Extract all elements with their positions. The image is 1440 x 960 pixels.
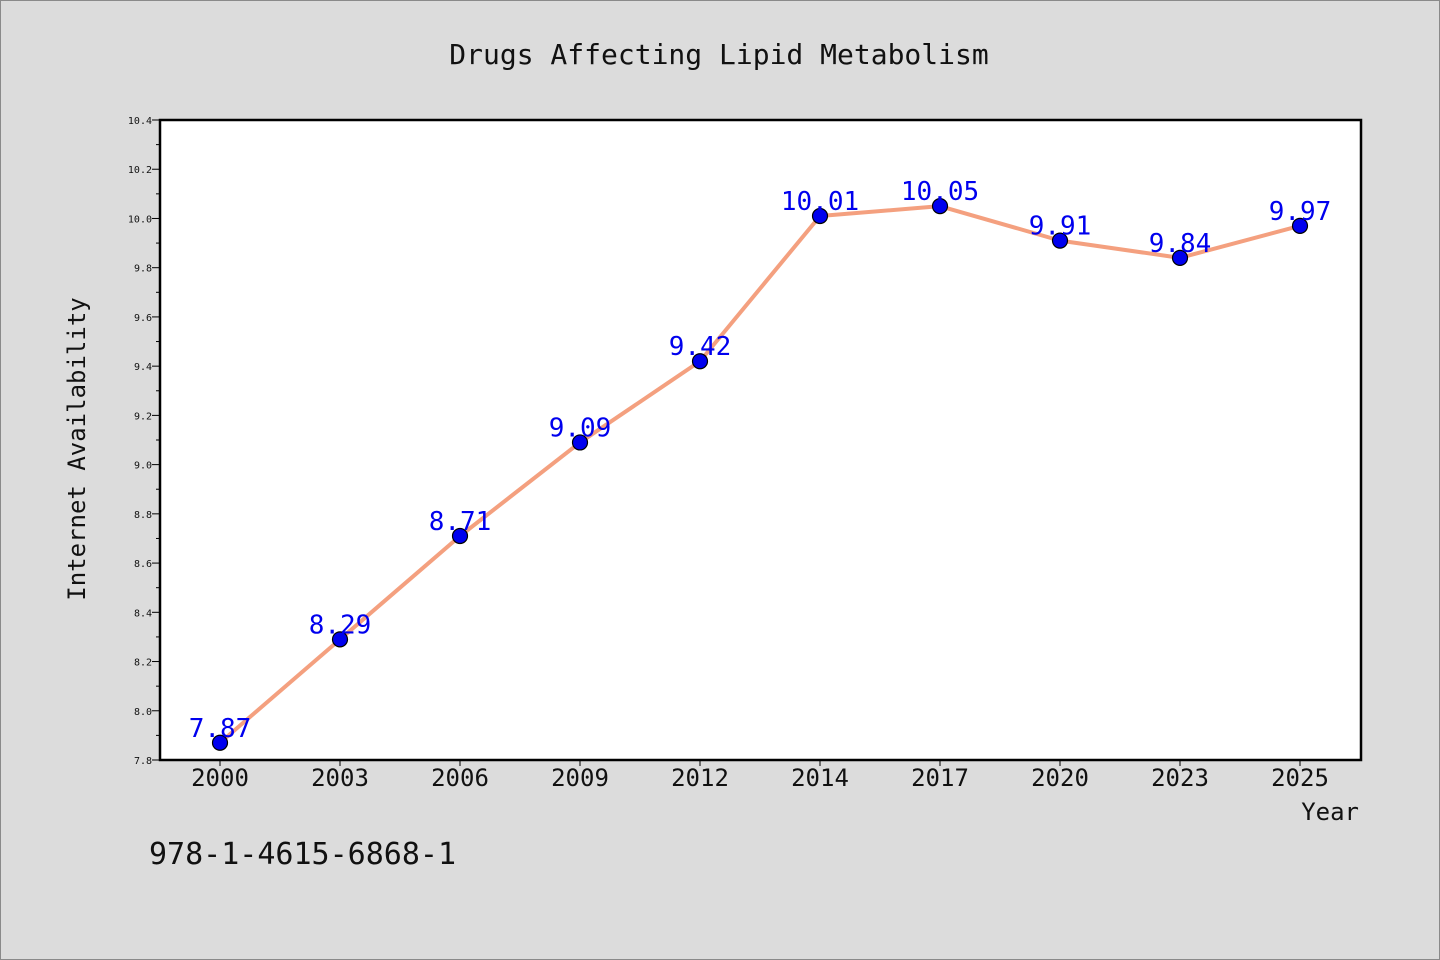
data-point <box>1051 232 1069 249</box>
y-axis-label: Internet Availability <box>63 297 91 600</box>
y-tick-label: 10.2 <box>128 165 152 176</box>
x-tick-label: 2017 <box>911 764 969 792</box>
y-tick-label: 8.6 <box>134 559 152 570</box>
x-tick-label: 2020 <box>1031 764 1089 792</box>
y-tick-label: 9.0 <box>134 461 152 472</box>
data-point <box>1171 249 1189 266</box>
data-point <box>331 631 349 648</box>
data-label: 7.87 <box>189 714 252 744</box>
data-label: 9.91 <box>1029 212 1092 242</box>
data-label: 10.05 <box>901 177 979 207</box>
y-tick-label: 9.8 <box>134 264 152 275</box>
y-tick-label: 9.2 <box>134 411 152 422</box>
y-tick-label: 8.4 <box>134 608 152 619</box>
data-label: 9.84 <box>1149 229 1212 259</box>
series-line <box>218 204 1302 745</box>
data-point <box>1291 217 1309 234</box>
data-label: 9.97 <box>1269 197 1332 227</box>
data-point <box>931 198 949 215</box>
y-axis: 7.8 8.0 8.2 8.4 8.6 8.8 9.0 9.2 9.4 9.6 9.8 10.0 10.… <box>128 116 160 767</box>
data-point <box>211 734 229 751</box>
x-tick-label: 2012 <box>671 764 729 792</box>
series-layer: 7.87 8.29 8.71 9.09 9.42 10.01 10.05 9.91 9.84 9.… <box>189 177 1332 751</box>
y-tick-label: 10.4 <box>128 116 152 127</box>
x-tick-label: 2006 <box>431 764 489 792</box>
x-axis-label: Year <box>1301 798 1359 826</box>
data-point <box>571 434 589 451</box>
x-tick-label: 2000 <box>191 764 249 792</box>
y-tick-label: 9.6 <box>134 313 152 324</box>
footer-isbn: 978-1-4615-6868-1 <box>149 837 456 872</box>
data-label: 9.09 <box>549 413 612 443</box>
y-tick-label: 10.0 <box>128 214 152 225</box>
data-label: 8.29 <box>309 610 372 640</box>
data-label: 9.42 <box>669 332 732 362</box>
x-tick-label: 2023 <box>1151 764 1209 792</box>
data-label: 8.71 <box>429 507 492 537</box>
x-axis: 2000 2003 2006 2009 2012 2014 2017 2020 2023 2025 <box>191 760 1329 792</box>
y-tick-label: 8.2 <box>134 658 152 669</box>
data-point <box>811 207 829 225</box>
y-tick-label: 7.8 <box>134 756 152 767</box>
x-tick-label: 2009 <box>551 764 609 792</box>
y-tick-label: 8.0 <box>134 707 152 718</box>
data-point <box>451 527 469 545</box>
x-tick-label: 2003 <box>311 764 369 792</box>
plot-area <box>158 118 1363 762</box>
y-tick-label: 9.4 <box>134 362 152 373</box>
x-tick-label: 2025 <box>1271 764 1329 792</box>
chart-title: Drugs Affecting Lipid Metabolism <box>449 38 988 71</box>
data-point <box>691 353 709 370</box>
x-tick-label: 2014 <box>791 764 849 792</box>
data-label: 10.01 <box>781 187 859 217</box>
y-tick-label: 8.8 <box>134 510 152 521</box>
